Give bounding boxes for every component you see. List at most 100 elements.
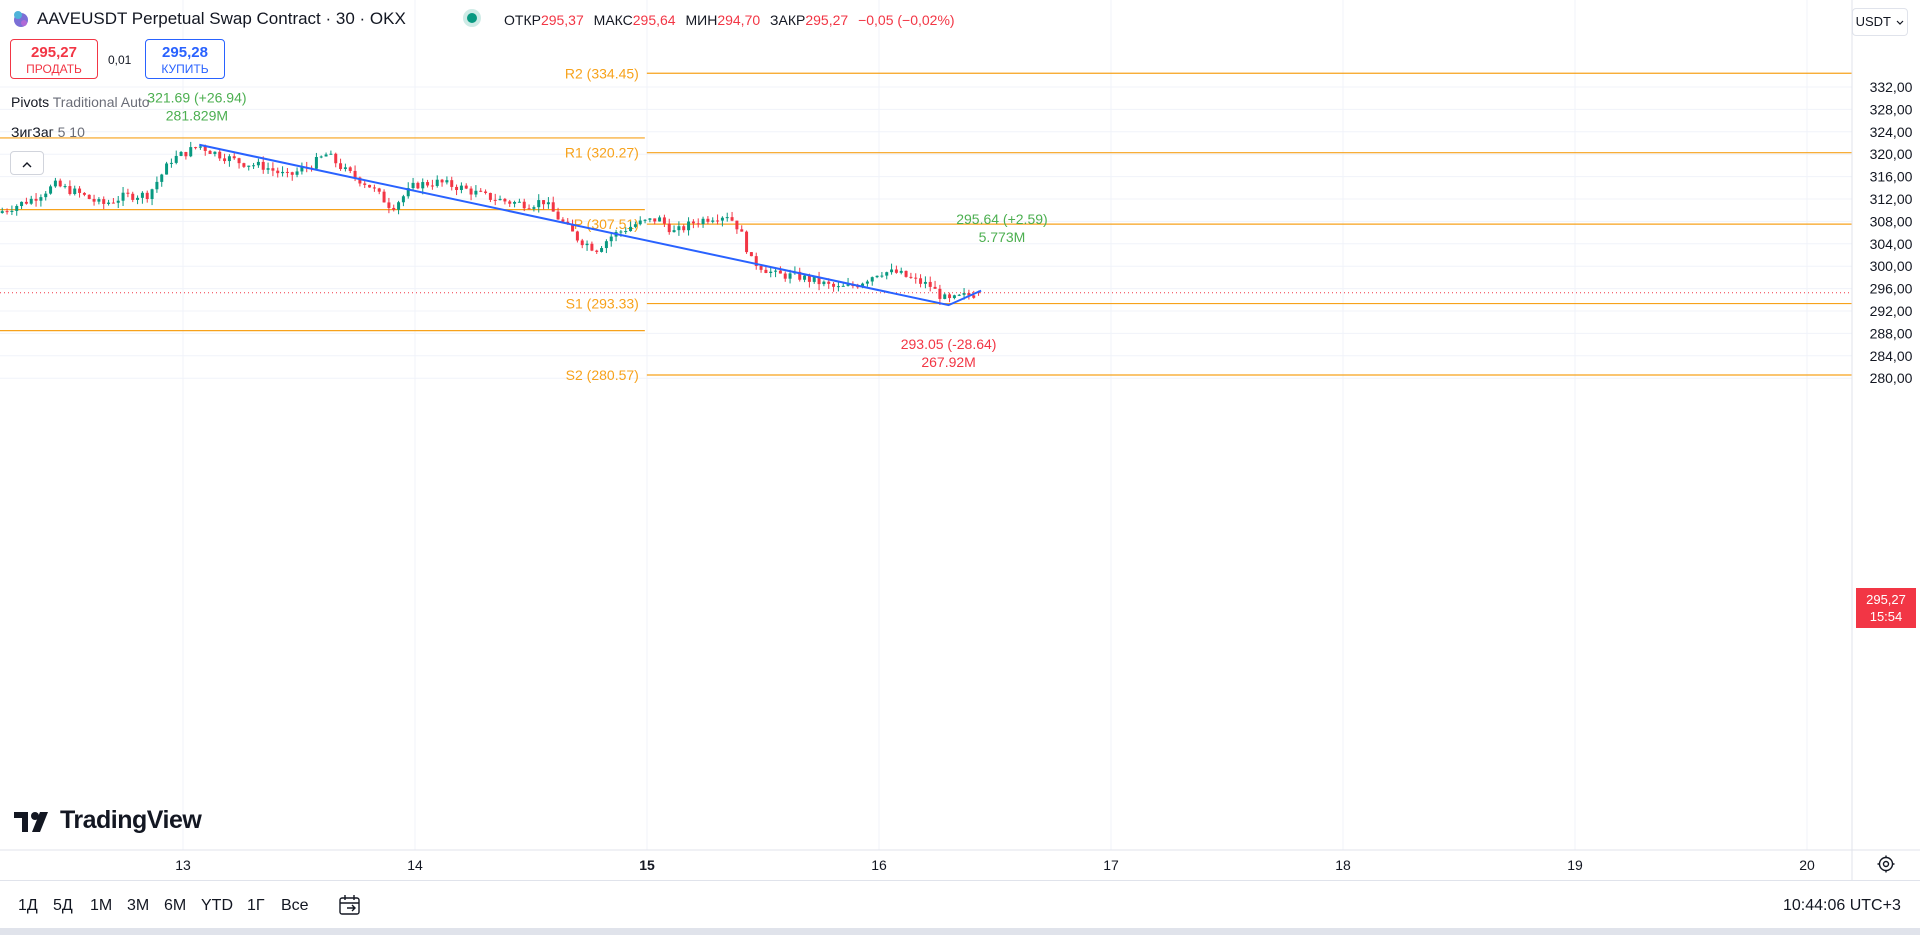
candle-body xyxy=(716,220,720,222)
candle-body xyxy=(416,182,420,189)
range-1y-button[interactable]: 1Г xyxy=(247,897,265,914)
candle-body xyxy=(314,157,318,169)
candle-body xyxy=(488,192,492,200)
candle-body xyxy=(962,293,966,295)
price-axis-tick: 292,00 xyxy=(1870,303,1913,319)
candle-body xyxy=(121,192,125,201)
open-value: 295,37 xyxy=(540,12,584,28)
candle-body xyxy=(725,217,729,219)
candle-body xyxy=(203,146,207,151)
candle-body xyxy=(387,202,391,208)
candle-body xyxy=(957,294,961,296)
buy-price: 295,28 xyxy=(162,44,208,61)
candle-body xyxy=(643,219,647,221)
candle-body xyxy=(53,180,57,187)
candle-body xyxy=(711,220,715,222)
candle-body xyxy=(358,177,362,184)
candle-body xyxy=(377,188,381,192)
last-price-tag: 295,27 15:54 xyxy=(1856,588,1916,628)
candle-body xyxy=(372,187,376,189)
range-3m-button[interactable]: 3М xyxy=(127,897,150,914)
candle-body xyxy=(300,167,304,172)
candle-body xyxy=(150,189,154,200)
candle-body xyxy=(517,201,521,203)
candle-body xyxy=(590,243,594,251)
candle-body xyxy=(319,156,323,158)
tradingview-logo-icon xyxy=(14,812,48,832)
pivot-label: R2 (334.45) xyxy=(565,65,639,81)
candle-body xyxy=(672,230,676,233)
candle-body xyxy=(759,265,763,270)
range-1m-button[interactable]: 1М xyxy=(90,897,113,914)
candle-body xyxy=(914,277,918,279)
settings-icon[interactable] xyxy=(1876,854,1896,874)
candle-body xyxy=(479,190,483,192)
candle-body xyxy=(92,198,96,202)
chart-labels: 321.69 (+26.94) 281.829M 293.05 (-28.64) 26… xyxy=(147,90,1047,370)
candle-body xyxy=(5,211,9,213)
candle-body xyxy=(551,202,555,212)
candle-body xyxy=(131,193,135,200)
range-5d-button[interactable]: 5Д xyxy=(53,897,73,914)
candle-body xyxy=(691,221,695,224)
indicator-zigzag[interactable]: ЗигЗаг 5 10 xyxy=(11,124,85,140)
candle-body xyxy=(508,201,512,204)
time-axis-tick: 20 xyxy=(1799,857,1815,873)
sell-button[interactable]: 295,27 ПРОДАТЬ xyxy=(10,39,98,79)
candle-body xyxy=(885,272,889,276)
time-axis-tick: 15 xyxy=(639,857,655,873)
candle-body xyxy=(952,295,956,299)
close-value: 295,27 xyxy=(805,12,849,28)
symbol-logo-icon[interactable] xyxy=(12,10,30,28)
candle-body xyxy=(189,147,193,157)
tradingview-logo-text: TradingView xyxy=(60,806,202,834)
market-open-status-icon[interactable] xyxy=(467,13,477,23)
collapse-indicators-button[interactable] xyxy=(10,151,44,175)
candle-body xyxy=(730,217,734,221)
candle-body xyxy=(102,199,106,204)
zigzag-price-label: 295.64 (+2.59) xyxy=(956,211,1047,227)
pivot-levels: R2 (334.45)R1 (320.27)P (307.51)S1 (293.… xyxy=(0,65,1852,383)
candle-body xyxy=(111,202,115,204)
candle-body xyxy=(817,277,821,285)
candle-body xyxy=(285,171,289,173)
currency-selector[interactable]: USDT xyxy=(1852,8,1908,36)
time-axis-tick: 16 xyxy=(871,857,887,873)
candle-body xyxy=(160,174,164,182)
candle-body xyxy=(223,158,227,162)
candle-body xyxy=(865,281,869,284)
candle-body xyxy=(324,154,328,157)
candle-body xyxy=(184,151,188,157)
candle-body xyxy=(923,281,927,284)
price-chart[interactable]: R2 (334.45)R1 (320.27)P (307.51)S1 (293.… xyxy=(0,0,1920,880)
indicator-pivots[interactable]: Pivots Traditional Auto xyxy=(11,94,150,110)
price-axis-tick: 332,00 xyxy=(1870,79,1913,95)
zigzag-volume-label: 281.829M xyxy=(166,108,228,124)
candle-body xyxy=(227,156,231,162)
pivot-label: R1 (320.27) xyxy=(565,145,639,161)
candle-body xyxy=(397,202,401,210)
range-1d-button[interactable]: 1Д xyxy=(18,897,38,914)
candle-body xyxy=(653,218,657,222)
candle-body xyxy=(812,277,816,282)
candle-body xyxy=(503,198,507,202)
candle-body xyxy=(556,211,560,220)
range-ytd-button[interactable]: YTD xyxy=(201,897,233,914)
candle-body xyxy=(78,188,82,193)
symbol-title[interactable]: AAVEUSDT Perpetual Swap Contract · 30 · … xyxy=(37,9,406,28)
buy-button[interactable]: 295,28 КУПИТЬ xyxy=(145,39,225,79)
candle-body xyxy=(832,283,836,287)
candle-body xyxy=(213,151,217,154)
range-all-button[interactable]: Все xyxy=(281,897,309,914)
candle-body xyxy=(469,188,473,195)
range-6m-button[interactable]: 6М xyxy=(164,897,187,914)
candle-body xyxy=(136,197,140,200)
price-axis-tick: 284,00 xyxy=(1870,348,1913,364)
candle-body xyxy=(339,163,343,170)
candle-body xyxy=(198,146,202,148)
clock-timezone[interactable]: 10:44:06 UTC+3 xyxy=(1783,897,1901,914)
calendar-goto-icon[interactable] xyxy=(336,891,364,919)
candle-body xyxy=(745,231,749,253)
zigzag-price-label: 293.05 (-28.64) xyxy=(901,336,997,352)
candle-body xyxy=(696,223,700,225)
